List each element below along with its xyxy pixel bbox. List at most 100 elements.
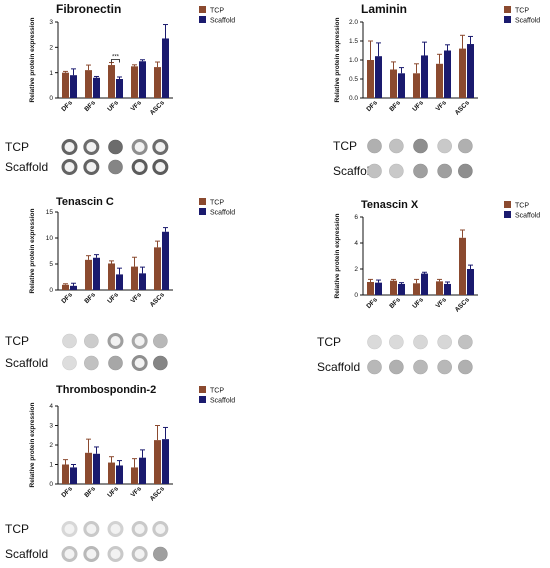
blot-spot xyxy=(107,333,124,349)
blot-spot xyxy=(107,521,124,537)
bar-scaffold-ascs xyxy=(162,231,169,290)
blot-spot xyxy=(152,139,169,155)
blot-row-label-tcp: TCP xyxy=(317,335,341,349)
bar-scaffold-ufs xyxy=(116,274,123,290)
blot-spot xyxy=(108,159,123,175)
chart-svg: Laminin Relative protein expression 0.0 0.5… xyxy=(333,2,540,179)
blot-spot xyxy=(83,521,100,537)
y-tick-label: 4 xyxy=(354,240,358,247)
y-tick-label: 0 xyxy=(354,292,358,299)
blot-row-label-tcp: TCP xyxy=(333,139,357,153)
y-tick-label: 2 xyxy=(354,266,358,273)
blot-spot xyxy=(83,546,100,562)
bar-scaffold-dfs xyxy=(375,282,382,295)
x-tick-label: ASCs xyxy=(149,99,166,116)
y-tick-label: 1 xyxy=(49,70,53,77)
bar-scaffold-dfs xyxy=(70,285,77,290)
y-tick-label: 0.5 xyxy=(349,76,358,83)
bar-tcp-vfs xyxy=(131,467,138,484)
chart-title: Tenascin C xyxy=(56,196,114,208)
blot-row-label-scaffold: Scaffold xyxy=(333,164,376,178)
blot-spot xyxy=(152,159,169,175)
x-tick-label: ASCs xyxy=(149,291,166,308)
x-tick-label: BFs xyxy=(83,99,97,113)
y-tick-label: 4 xyxy=(49,403,53,410)
x-tick-label: VFs xyxy=(130,485,144,499)
blot-spot xyxy=(437,138,452,154)
chart-svg: Thrombospondin-2 Relative protein express… xyxy=(5,384,235,562)
bar-tcp-dfs xyxy=(62,464,69,484)
y-tick-label: 1.0 xyxy=(349,57,358,64)
blot-spot xyxy=(84,333,99,349)
bar-tcp-bfs xyxy=(390,69,397,98)
y-tick-label: 0 xyxy=(49,481,53,488)
blot-spot xyxy=(389,334,404,350)
bar-scaffold-dfs xyxy=(70,467,77,484)
bar-scaffold-dfs xyxy=(375,56,382,98)
legend-swatch-scaffold xyxy=(199,396,206,403)
significance-label: *** xyxy=(112,55,120,61)
bar-tcp-dfs xyxy=(62,284,69,290)
bar-tcp-ufs xyxy=(108,263,115,290)
bar-scaffold-ascs xyxy=(162,38,169,98)
blot-spot xyxy=(83,159,100,175)
blot-spot xyxy=(108,139,123,155)
bar-scaffold-bfs xyxy=(93,257,100,290)
blot-spot xyxy=(367,334,382,350)
y-tick-label: 0 xyxy=(49,287,53,294)
bar-scaffold-vfs xyxy=(444,283,451,295)
bar-tcp-ascs xyxy=(154,67,161,98)
bar-scaffold-vfs xyxy=(139,457,146,484)
chart-svg: Tenascin C Relative protein expression 0 5 1… xyxy=(5,196,235,371)
legend-swatch-scaffold xyxy=(504,16,511,23)
chart-title: Thrombospondin-2 xyxy=(56,384,156,396)
y-tick-label: 3 xyxy=(49,423,53,430)
blot-spot xyxy=(458,138,473,154)
blot-spot xyxy=(458,359,473,375)
bar-tcp-ufs xyxy=(108,462,115,484)
y-tick-label: 0.0 xyxy=(349,95,358,102)
bar-scaffold-vfs xyxy=(139,273,146,290)
blot-spot xyxy=(153,355,168,371)
bar-tcp-bfs xyxy=(85,70,92,98)
bar-scaffold-bfs xyxy=(93,453,100,484)
legend-label-tcp: TCP xyxy=(515,203,529,210)
blot-row-label-scaffold: Scaffold xyxy=(5,547,48,561)
fibronectin-panel: Fibronectin Relative protein expression 0 1… xyxy=(0,0,300,190)
x-tick-label: DFs xyxy=(60,485,74,499)
x-tick-label: UFs xyxy=(411,99,425,113)
y-axis-label: Relative protein expression xyxy=(334,18,341,103)
blot-spot xyxy=(413,138,428,154)
blot-spot xyxy=(389,138,404,154)
blot-spot xyxy=(437,163,452,179)
blot-spot xyxy=(153,546,168,562)
blot-spot xyxy=(153,333,168,349)
bar-tcp-dfs xyxy=(367,60,374,98)
legend-label-tcp: TCP xyxy=(210,388,224,395)
blot-spot xyxy=(108,355,123,371)
x-tick-label: VFs xyxy=(130,291,144,305)
y-tick-label: 2 xyxy=(49,45,53,52)
legend-label-tcp: TCP xyxy=(515,8,529,15)
bar-tcp-ufs xyxy=(413,73,420,98)
x-tick-label: UFs xyxy=(106,291,120,305)
blot-row-label-tcp: TCP xyxy=(5,522,29,536)
blot-spot xyxy=(458,334,473,350)
bar-scaffold-ascs xyxy=(467,44,474,98)
y-tick-label: 5 xyxy=(49,261,53,268)
blot-row-label-tcp: TCP xyxy=(5,140,29,154)
y-tick-label: 10 xyxy=(46,235,54,242)
legend-swatch-tcp xyxy=(504,6,511,13)
x-tick-label: UFs xyxy=(411,296,425,310)
blot-spot xyxy=(61,159,78,175)
bar-scaffold-ascs xyxy=(467,269,474,295)
legend-swatch-tcp xyxy=(199,6,206,13)
blot-spot xyxy=(61,521,78,537)
significance-bracket xyxy=(111,59,120,63)
y-tick-label: 2 xyxy=(49,442,53,449)
blot-row-label-scaffold: Scaffold xyxy=(5,160,48,174)
bar-tcp-vfs xyxy=(436,281,443,295)
bar-tcp-dfs xyxy=(367,282,374,295)
bar-tcp-bfs xyxy=(85,452,92,484)
blot-row-label-tcp: TCP xyxy=(5,334,29,348)
